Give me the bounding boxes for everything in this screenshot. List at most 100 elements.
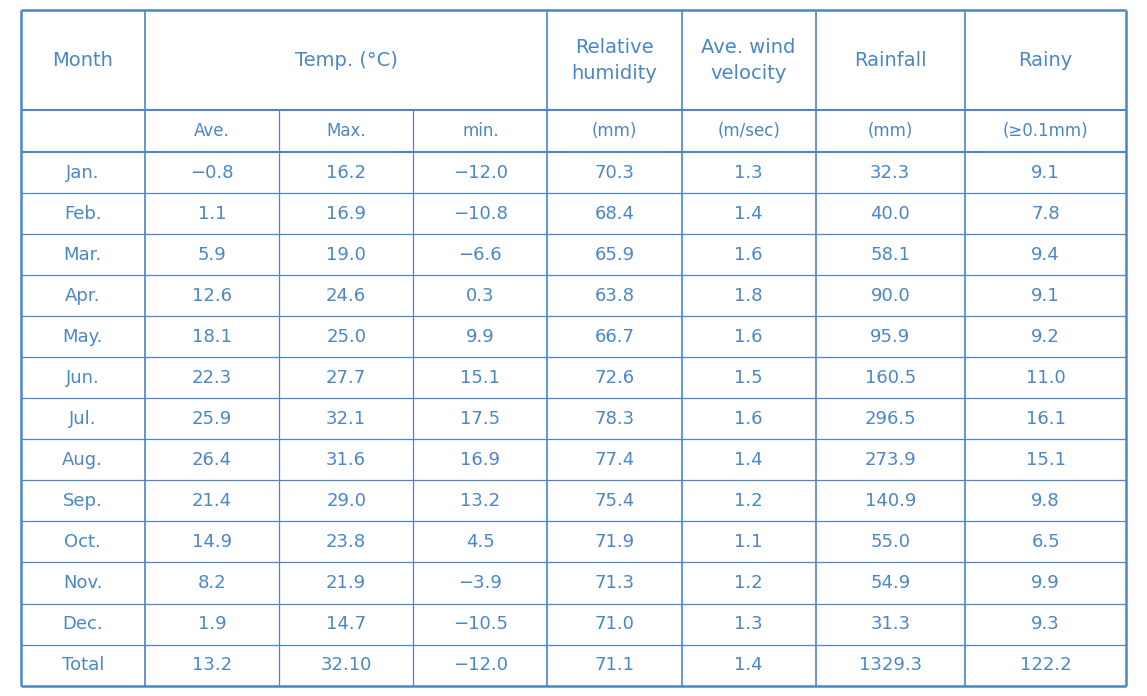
Text: (m/sec): (m/sec): [717, 122, 780, 141]
Text: Ave. wind
velocity: Ave. wind velocity: [702, 38, 796, 83]
Text: 1.5: 1.5: [734, 369, 763, 387]
Text: 90.0: 90.0: [871, 287, 911, 305]
Text: Ave.: Ave.: [194, 122, 229, 141]
Text: 1.8: 1.8: [734, 287, 763, 305]
Text: 31.3: 31.3: [871, 615, 911, 633]
Text: (≥0.1mm): (≥0.1mm): [1002, 122, 1089, 141]
Text: 16.1: 16.1: [1025, 410, 1066, 428]
Text: 9.3: 9.3: [1031, 615, 1060, 633]
Text: 0.3: 0.3: [466, 287, 494, 305]
Text: 24.6: 24.6: [326, 287, 366, 305]
Text: 54.9: 54.9: [871, 574, 911, 592]
Text: 1329.3: 1329.3: [859, 656, 922, 674]
Text: 95.9: 95.9: [871, 328, 911, 346]
Text: Nov.: Nov.: [63, 574, 102, 592]
Text: 40.0: 40.0: [871, 205, 911, 223]
Text: −6.6: −6.6: [459, 246, 502, 264]
Text: 1.4: 1.4: [734, 451, 763, 469]
Text: 1.4: 1.4: [734, 205, 763, 223]
Text: 23.8: 23.8: [326, 533, 366, 551]
Text: 78.3: 78.3: [594, 410, 634, 428]
Text: 25.0: 25.0: [326, 328, 366, 346]
Text: Month: Month: [53, 51, 114, 70]
Text: 75.4: 75.4: [594, 492, 634, 510]
Text: 65.9: 65.9: [594, 246, 634, 264]
Text: (mm): (mm): [867, 122, 913, 141]
Text: Dec.: Dec.: [62, 615, 103, 633]
Text: 71.3: 71.3: [594, 574, 634, 592]
Text: 31.6: 31.6: [326, 451, 366, 469]
Text: 1.6: 1.6: [734, 246, 763, 264]
Text: 296.5: 296.5: [865, 410, 916, 428]
Text: 15.1: 15.1: [1025, 451, 1066, 469]
Text: 22.3: 22.3: [192, 369, 232, 387]
Text: 1.4: 1.4: [734, 656, 763, 674]
Text: 14.7: 14.7: [326, 615, 366, 633]
Text: Rainfall: Rainfall: [855, 51, 927, 70]
Text: 16.9: 16.9: [326, 205, 366, 223]
Text: 71.1: 71.1: [594, 656, 634, 674]
Text: 16.9: 16.9: [460, 451, 500, 469]
Text: 1.6: 1.6: [734, 328, 763, 346]
Text: −10.5: −10.5: [453, 615, 508, 633]
Text: Rainy: Rainy: [1019, 51, 1072, 70]
Text: 58.1: 58.1: [871, 246, 911, 264]
Text: 160.5: 160.5: [865, 369, 916, 387]
Text: 9.9: 9.9: [1031, 574, 1060, 592]
Text: 7.8: 7.8: [1031, 205, 1060, 223]
Text: 1.3: 1.3: [734, 164, 763, 182]
Text: Mar.: Mar.: [63, 246, 102, 264]
Text: 63.8: 63.8: [594, 287, 634, 305]
Text: Sep.: Sep.: [63, 492, 102, 510]
Text: 140.9: 140.9: [865, 492, 916, 510]
Text: Jan.: Jan.: [67, 164, 100, 182]
Text: 15.1: 15.1: [460, 369, 500, 387]
Text: Oct.: Oct.: [64, 533, 101, 551]
Text: 13.2: 13.2: [460, 492, 500, 510]
Text: −10.8: −10.8: [453, 205, 508, 223]
Text: −0.8: −0.8: [190, 164, 234, 182]
Text: min.: min.: [462, 122, 499, 141]
Text: 19.0: 19.0: [326, 246, 366, 264]
Text: 122.2: 122.2: [1020, 656, 1071, 674]
Text: 71.9: 71.9: [594, 533, 634, 551]
Text: 72.6: 72.6: [594, 369, 634, 387]
Text: 77.4: 77.4: [594, 451, 634, 469]
Text: Apr.: Apr.: [65, 287, 101, 305]
Text: Jul.: Jul.: [69, 410, 96, 428]
Text: 55.0: 55.0: [871, 533, 911, 551]
Text: 5.9: 5.9: [197, 246, 226, 264]
Text: 1.2: 1.2: [734, 492, 763, 510]
Text: Jun.: Jun.: [65, 369, 100, 387]
Text: 1.1: 1.1: [197, 205, 226, 223]
Text: Max.: Max.: [327, 122, 366, 141]
Text: 16.2: 16.2: [326, 164, 366, 182]
Text: Total: Total: [62, 656, 104, 674]
Text: 273.9: 273.9: [865, 451, 916, 469]
Text: 71.0: 71.0: [594, 615, 634, 633]
Text: 9.4: 9.4: [1031, 246, 1060, 264]
Text: 6.5: 6.5: [1031, 533, 1060, 551]
Text: 32.3: 32.3: [871, 164, 911, 182]
Text: 68.4: 68.4: [594, 205, 634, 223]
Text: 13.2: 13.2: [192, 656, 232, 674]
Text: 1.1: 1.1: [734, 533, 763, 551]
Text: 1.2: 1.2: [734, 574, 763, 592]
Text: 4.5: 4.5: [466, 533, 494, 551]
Text: 9.2: 9.2: [1031, 328, 1060, 346]
Text: 25.9: 25.9: [192, 410, 232, 428]
Text: 66.7: 66.7: [594, 328, 634, 346]
Text: (mm): (mm): [592, 122, 638, 141]
Text: 21.4: 21.4: [192, 492, 232, 510]
Text: 27.7: 27.7: [326, 369, 366, 387]
Text: Relative
humidity: Relative humidity: [571, 38, 657, 83]
Text: 70.3: 70.3: [594, 164, 634, 182]
Text: 32.10: 32.10: [320, 656, 372, 674]
Text: 1.3: 1.3: [734, 615, 763, 633]
Text: 9.1: 9.1: [1031, 287, 1060, 305]
Text: −12.0: −12.0: [453, 164, 508, 182]
Text: 11.0: 11.0: [1025, 369, 1066, 387]
Text: Feb.: Feb.: [64, 205, 102, 223]
Text: 1.9: 1.9: [197, 615, 226, 633]
Text: 9.1: 9.1: [1031, 164, 1060, 182]
